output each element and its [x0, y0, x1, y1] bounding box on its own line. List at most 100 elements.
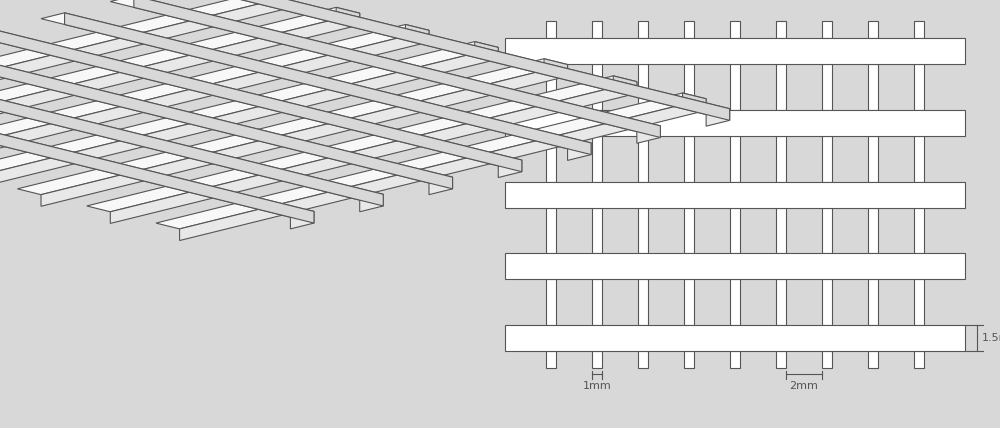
Bar: [684, 21, 694, 39]
Polygon shape: [41, 65, 568, 206]
Bar: [822, 21, 832, 39]
Polygon shape: [405, 24, 429, 42]
Polygon shape: [429, 177, 453, 195]
Bar: [592, 136, 602, 181]
Polygon shape: [0, 24, 429, 160]
Bar: [776, 279, 786, 325]
Polygon shape: [110, 82, 637, 223]
Polygon shape: [0, 13, 360, 155]
Polygon shape: [613, 76, 637, 93]
Bar: [914, 208, 924, 253]
Bar: [730, 351, 740, 368]
Polygon shape: [65, 13, 591, 155]
Bar: [592, 279, 602, 325]
Polygon shape: [568, 143, 591, 160]
Bar: [776, 208, 786, 253]
Polygon shape: [0, 64, 383, 200]
Polygon shape: [706, 109, 730, 126]
Polygon shape: [180, 0, 730, 115]
Polygon shape: [637, 126, 660, 143]
Bar: [822, 351, 832, 368]
Bar: [776, 351, 786, 368]
Polygon shape: [544, 59, 568, 76]
Bar: [822, 279, 832, 325]
Bar: [914, 279, 924, 325]
Polygon shape: [498, 160, 522, 178]
Bar: [638, 65, 648, 110]
Bar: [822, 208, 832, 253]
Polygon shape: [87, 76, 637, 212]
Bar: [868, 21, 878, 39]
Polygon shape: [290, 211, 314, 229]
Bar: [546, 351, 556, 368]
Bar: [914, 21, 924, 39]
Bar: [914, 65, 924, 110]
Text: 2mm: 2mm: [790, 381, 818, 391]
Polygon shape: [0, 30, 522, 172]
Bar: [822, 65, 832, 110]
Bar: [822, 136, 832, 181]
Bar: [638, 279, 648, 325]
Text: 1.5mm: 1.5mm: [982, 333, 1000, 343]
Bar: [546, 279, 556, 325]
Polygon shape: [0, 81, 314, 223]
Bar: [638, 136, 648, 181]
Bar: [868, 136, 878, 181]
Bar: [776, 21, 786, 39]
Bar: [730, 279, 740, 325]
Bar: [776, 136, 786, 181]
Polygon shape: [41, 13, 591, 149]
Bar: [730, 65, 740, 110]
Bar: [505, 110, 965, 136]
Bar: [684, 65, 694, 110]
Bar: [914, 351, 924, 368]
Polygon shape: [134, 0, 660, 137]
Bar: [592, 208, 602, 253]
Polygon shape: [0, 64, 383, 206]
Bar: [868, 351, 878, 368]
Bar: [505, 39, 965, 65]
Polygon shape: [0, 42, 498, 178]
Polygon shape: [336, 7, 360, 25]
Bar: [868, 65, 878, 110]
Polygon shape: [0, 30, 429, 172]
Bar: [868, 279, 878, 325]
Bar: [546, 208, 556, 253]
Bar: [684, 208, 694, 253]
Bar: [730, 21, 740, 39]
Polygon shape: [0, 0, 290, 138]
Bar: [730, 136, 740, 181]
Polygon shape: [0, 7, 360, 143]
Bar: [592, 21, 602, 39]
Polygon shape: [360, 194, 383, 212]
Polygon shape: [0, 48, 498, 189]
Text: 1mm: 1mm: [583, 381, 611, 391]
Bar: [592, 351, 602, 368]
Polygon shape: [267, 0, 290, 8]
Bar: [684, 136, 694, 181]
Bar: [592, 65, 602, 110]
Polygon shape: [0, 47, 453, 183]
Polygon shape: [683, 93, 706, 110]
Bar: [546, 65, 556, 110]
Polygon shape: [17, 59, 568, 195]
Bar: [914, 136, 924, 181]
Bar: [868, 208, 878, 253]
Bar: [505, 253, 965, 279]
Bar: [638, 351, 648, 368]
Bar: [776, 65, 786, 110]
Polygon shape: [0, 30, 522, 166]
Bar: [546, 136, 556, 181]
Polygon shape: [180, 99, 706, 241]
Polygon shape: [0, 47, 453, 189]
Bar: [684, 351, 694, 368]
Polygon shape: [0, 0, 290, 126]
Bar: [684, 279, 694, 325]
Bar: [505, 325, 965, 351]
Bar: [638, 208, 648, 253]
Bar: [546, 21, 556, 39]
Polygon shape: [203, 0, 730, 120]
Polygon shape: [0, 81, 314, 217]
Bar: [505, 181, 965, 208]
Polygon shape: [156, 93, 706, 229]
